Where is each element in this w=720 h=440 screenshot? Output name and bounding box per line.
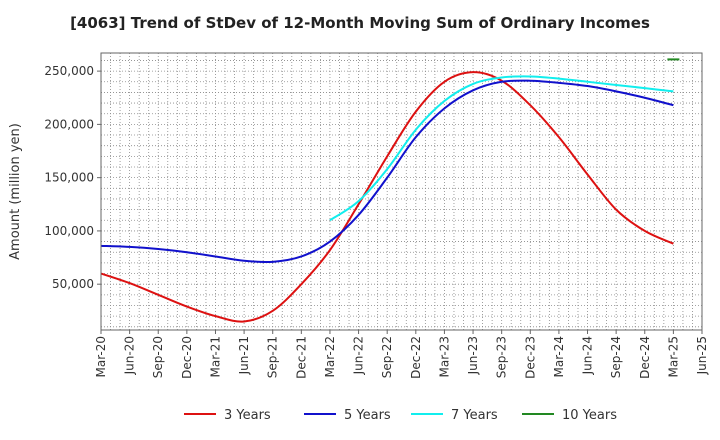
x-tick-label: Jun-20 [123,336,137,375]
legend-label-5-years: 5 Years [344,408,391,423]
x-tick-label: Sep-21 [266,336,280,378]
x-tick-label: Dec-22 [409,336,423,379]
plot-frame [100,52,703,331]
x-tick-label: Jun-25 [695,336,709,375]
x-tick-label: Mar-21 [208,336,222,377]
chart-title: [4063] Trend of StDev of 12-Month Moving… [70,14,650,32]
series-line-7-years [329,75,674,222]
series-line-5-years [100,79,674,264]
vertical-grid [110,53,693,330]
y-axis-label: Amount (million yen) [8,123,23,260]
x-tick-label: Dec-20 [180,336,194,379]
x-axis-ticks: Mar-20 Jun-20 Sep-20 Dec-20 Mar-21 Jun-21 Sep-… [94,330,709,379]
x-tick-label: Mar-24 [552,336,566,377]
y-tick-label: 150,000 [44,171,94,185]
x-tick-label: Mar-22 [323,336,337,377]
y-tick-label: 250,000 [44,64,94,78]
x-tick-label: Sep-22 [380,336,394,378]
x-tick-label: Mar-23 [437,336,451,377]
x-tick-label: Sep-24 [609,336,623,378]
x-tick-label: Sep-23 [495,336,509,378]
legend-label-3-years: 3 Years [224,408,271,423]
y-tick-label: 50,000 [52,277,94,291]
x-tick-label: Jun-23 [466,336,480,375]
legend-label-7-years: 7 Years [451,408,498,423]
x-tick-label: Dec-23 [523,336,537,379]
x-tick-label: Mar-20 [94,336,108,377]
x-tick-label: Jun-24 [581,336,595,375]
x-tick-label: Dec-24 [638,336,652,379]
series-layer [100,58,680,323]
x-tick-label: Dec-21 [294,336,308,379]
x-tick-label: Jun-22 [352,336,366,375]
series-line-3-years [100,71,674,323]
legend-label-10-years: 10 Years [562,408,617,423]
x-tick-label: Sep-20 [151,336,165,378]
legend: 3 Years 5 Years 7 Years 10 Years [184,408,617,423]
x-tick-label: Mar-25 [666,336,680,377]
y-axis-ticks: 50,000 100,000 150,000 200,000 250,000 [44,64,101,291]
x-tick-label: Jun-21 [237,336,251,375]
y-tick-label: 100,000 [44,224,94,238]
horizontal-grid [101,60,702,328]
y-tick-label: 200,000 [44,117,94,131]
